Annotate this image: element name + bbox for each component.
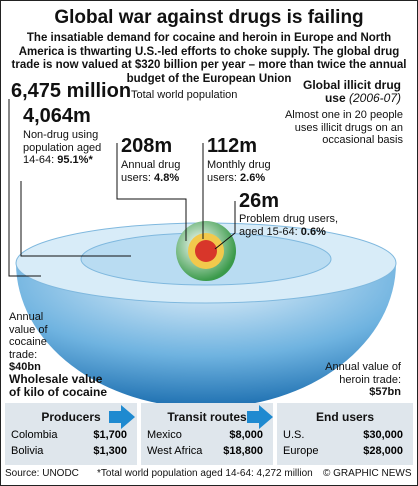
cocaine-trade: Annual value of cocaine trade: $40bn	[9, 311, 69, 374]
period: (2006-07)	[348, 90, 401, 105]
place: Colombia	[11, 429, 58, 441]
share: 4.8%	[154, 171, 180, 184]
wholesale: Wholesale value of kilo of cocaine	[9, 372, 108, 399]
annual-value: 208m	[121, 135, 173, 157]
illicit-heading: Global illicit drug use (2006-07)	[301, 79, 401, 104]
heading: Global illicit drug use	[302, 78, 401, 105]
price: $30,000	[363, 429, 403, 441]
label: Annual value of cocaine trade:	[9, 311, 48, 361]
world-value: 6,475 million	[11, 80, 132, 102]
share: 95.1%*	[57, 154, 93, 166]
core-inner	[195, 240, 217, 262]
group-title: Producers	[41, 410, 101, 424]
non-drug-label: Non-drug using population aged 14-64: 95…	[23, 129, 113, 167]
price: $1,300	[93, 445, 127, 457]
group-title: End users	[315, 410, 375, 424]
title: Global war against drugs is failing	[54, 7, 364, 28]
price: $18,800	[223, 445, 263, 457]
place: West Africa	[147, 445, 203, 457]
credit: © GRAPHIC NEWS	[323, 468, 412, 479]
world-label: Total world population	[131, 89, 238, 101]
annual-label: Annual drug users: 4.8%	[121, 159, 196, 184]
footnote: *Total world population aged 14-64: 4,27…	[97, 468, 313, 479]
monthly-label: Monthly drug users: 2.6%	[207, 159, 282, 184]
problem-value: 26m	[239, 190, 280, 212]
heroin-trade: Annual value of heroin trade: $57bn	[321, 361, 401, 399]
source: Source: UNODC	[5, 468, 79, 479]
label: Monthly drug users:	[207, 159, 271, 184]
share: 2.6%	[240, 171, 266, 184]
price: $1,700	[93, 429, 127, 441]
connectors	[8, 99, 236, 277]
price: $8,000	[229, 429, 263, 441]
place: Bolivia	[11, 445, 44, 457]
non-drug-value: 4,064m	[23, 105, 91, 127]
price: $28,000	[363, 445, 403, 457]
label: Annual drug users:	[121, 159, 181, 184]
value: $57bn	[369, 386, 401, 398]
value: $40bn	[9, 361, 41, 373]
monthly-value: 112m	[207, 135, 258, 157]
label: Problem drug users, aged 15-64:	[239, 213, 339, 238]
place: U.S.	[283, 429, 305, 441]
label: Non-drug using population aged 14-64:	[23, 129, 102, 166]
problem-label: Problem drug users, aged 15-64: 0.6%	[239, 213, 359, 238]
place: Europe	[283, 445, 319, 457]
subtitle: The insatiable demand for cocaine and he…	[11, 32, 407, 85]
arrow	[247, 405, 273, 429]
arrow	[109, 405, 135, 429]
label: Annual value of heroin trade:	[325, 361, 401, 386]
illicit-note: Almost one in 20 people uses illicit dru…	[284, 109, 403, 146]
place: Mexico	[147, 429, 182, 441]
group-title: Transit routes	[167, 410, 247, 424]
share: 0.6%	[300, 225, 326, 238]
hemisphere	[16, 263, 396, 408]
box	[277, 403, 413, 465]
